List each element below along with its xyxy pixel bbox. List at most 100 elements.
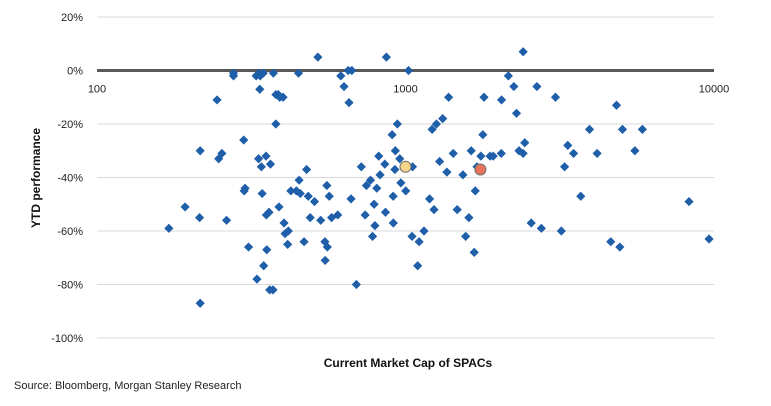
data-point: [313, 52, 323, 62]
data-point: [556, 226, 566, 236]
data-point: [180, 202, 190, 212]
data-point: [413, 261, 423, 271]
data-point: [395, 154, 405, 164]
data-point: [356, 162, 366, 172]
data-point: [444, 92, 454, 102]
data-point: [637, 124, 647, 134]
data-point: [576, 191, 586, 201]
data-point: [346, 194, 356, 204]
y-tick-labels: 20% 0% -20% -40% -60% -80% -100%: [51, 12, 83, 345]
data-point: [381, 52, 391, 62]
data-point: [274, 202, 284, 212]
data-point: [509, 81, 519, 92]
data-point: [435, 156, 445, 167]
data-point: [520, 138, 530, 148]
gridlines: [97, 16, 714, 339]
data-point: [271, 119, 281, 129]
data-point: [302, 164, 312, 175]
data-point: [396, 178, 406, 188]
data-point: [293, 68, 304, 78]
data-point: [255, 84, 265, 94]
data-point: [252, 274, 262, 284]
data-point: [374, 151, 384, 161]
data-point: [560, 162, 570, 172]
data-point: [684, 196, 694, 207]
x-tick-label: 100: [88, 84, 106, 96]
data-point: [431, 119, 442, 129]
data-point: [268, 285, 278, 295]
data-point: [372, 183, 382, 193]
data-point: [361, 180, 372, 191]
data-point: [496, 148, 506, 159]
data-point: [401, 186, 411, 196]
data-point: [380, 207, 391, 217]
highlight-point: [399, 160, 412, 173]
data-point: [496, 95, 507, 105]
data-point: [526, 218, 536, 228]
data-point: [309, 196, 320, 207]
data-point: [563, 140, 573, 150]
data-point: [265, 159, 276, 169]
data-point: [390, 164, 400, 175]
data-point: [464, 213, 474, 223]
data-point: [503, 71, 513, 81]
data-point: [195, 146, 205, 156]
data-point: [264, 207, 274, 217]
data-point: [606, 237, 616, 247]
data-point: [488, 151, 498, 161]
data-point: [339, 81, 349, 92]
y-tick-label: -40%: [57, 173, 83, 185]
data-point: [407, 231, 417, 241]
data-point: [256, 162, 266, 172]
data-point: [369, 199, 379, 209]
data-point: [518, 148, 528, 159]
data-point: [392, 119, 402, 129]
data-point: [478, 130, 488, 140]
data-point: [469, 247, 479, 257]
data-point: [466, 146, 476, 156]
data-point: [532, 81, 542, 92]
data-point: [442, 167, 452, 177]
data-points: [164, 47, 714, 308]
data-point: [584, 124, 595, 134]
data-point: [279, 218, 289, 228]
data-point: [448, 148, 458, 159]
data-point: [611, 100, 622, 110]
data-point: [568, 148, 579, 159]
data-point: [365, 175, 376, 185]
y-tick-label: -80%: [57, 280, 83, 292]
data-point: [536, 223, 546, 233]
data-point: [228, 68, 239, 78]
data-point: [194, 213, 205, 223]
data-point: [258, 68, 268, 78]
data-point: [303, 191, 313, 201]
data-point: [295, 188, 305, 199]
data-point: [262, 245, 272, 255]
data-point: [367, 231, 378, 241]
data-point: [427, 124, 437, 134]
data-point: [283, 239, 293, 249]
data-point: [704, 234, 714, 244]
data-point: [333, 210, 343, 220]
y-tick-label: 20%: [61, 12, 83, 24]
y-tick-label: -20%: [57, 119, 83, 131]
data-point: [255, 71, 265, 81]
data-point: [322, 242, 332, 252]
data-point: [305, 213, 315, 223]
data-point: [479, 92, 489, 102]
data-point: [388, 218, 398, 228]
data-point: [617, 124, 628, 134]
data-point: [320, 255, 330, 266]
data-point: [195, 298, 205, 308]
data-point: [419, 226, 429, 236]
x-tick-label: 10000: [699, 84, 730, 96]
data-point: [261, 210, 271, 220]
x-axis-title: Current Market Cap of SPACs: [324, 356, 493, 370]
data-point: [268, 68, 278, 78]
data-point: [316, 215, 326, 225]
data-point: [592, 148, 602, 159]
data-point: [261, 151, 271, 161]
data-point: [388, 191, 398, 201]
data-point: [324, 191, 334, 201]
data-point: [164, 223, 174, 233]
